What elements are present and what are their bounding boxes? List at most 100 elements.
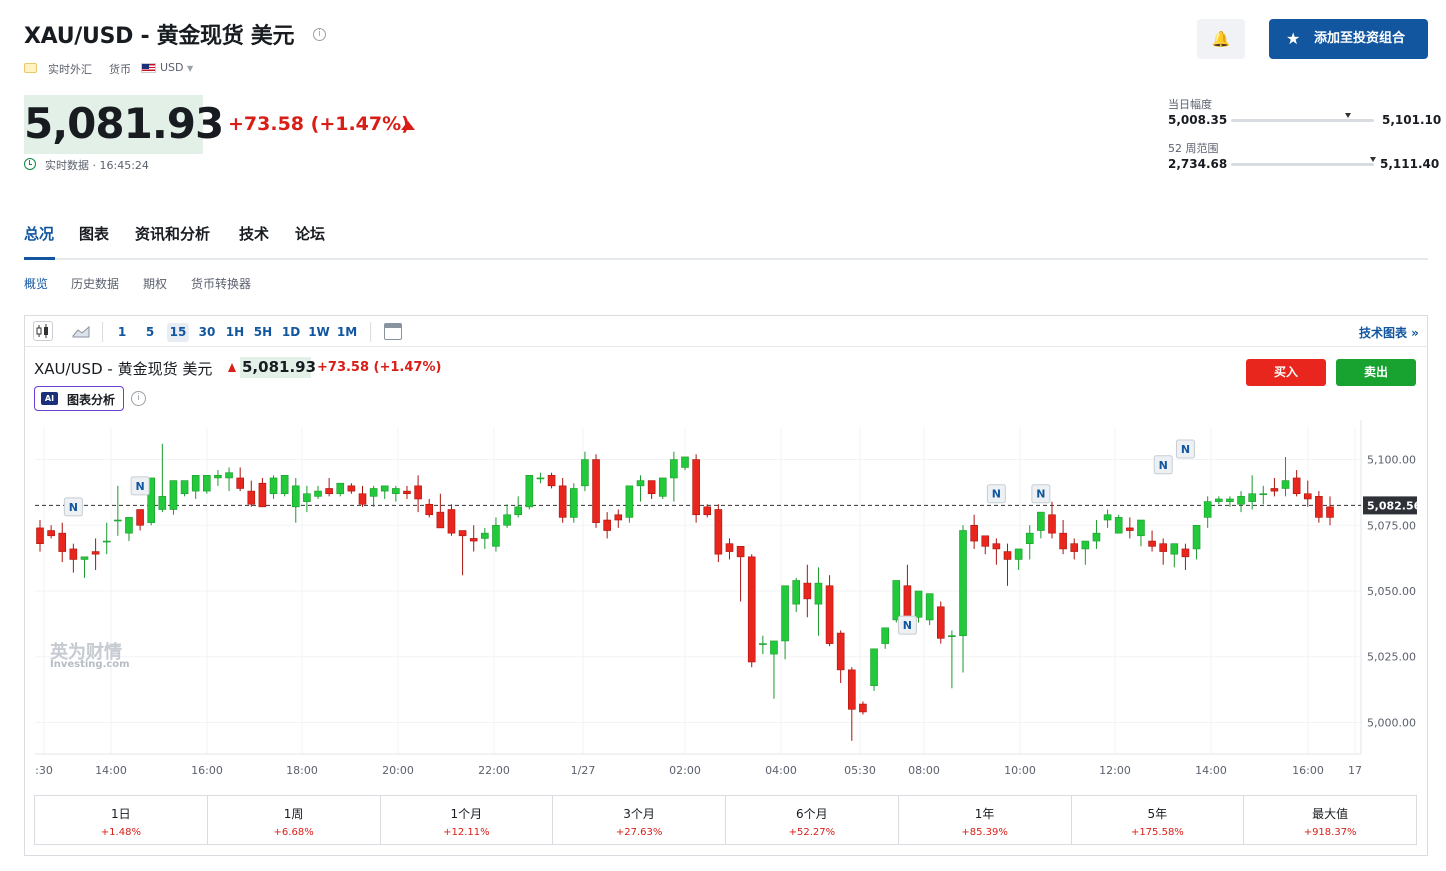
candle-body bbox=[825, 585, 834, 644]
candlestick-chart[interactable]: 5,100.00 5,075.00 5,050.00 5,025.00 5,000.00… bbox=[25, 420, 1425, 785]
performance-bar: 1日 +1.48% 1周 +6.68% 1个月 +12.11% 3个月 +27.63% 6个月 +… bbox=[34, 795, 1417, 845]
candle-body bbox=[1126, 527, 1134, 531]
performance-cell[interactable]: 1年 +85.39% bbox=[899, 796, 1072, 844]
arrow-up-icon bbox=[401, 121, 415, 130]
x-tick-label: 18:00 bbox=[286, 764, 318, 777]
candle-body bbox=[1159, 543, 1167, 552]
candle-body bbox=[981, 535, 990, 547]
performance-cell[interactable]: 3个月 +27.63% bbox=[553, 796, 726, 844]
y-tick-label: 5,050.00 bbox=[1367, 585, 1416, 598]
interval-30[interactable]: 30 bbox=[198, 325, 216, 339]
tab-overview[interactable]: 总况 bbox=[24, 225, 55, 243]
performance-cell[interactable]: 6个月 +52.27% bbox=[726, 796, 899, 844]
legend-price-highlight bbox=[240, 357, 311, 378]
tab-forum[interactable]: 论坛 bbox=[295, 225, 326, 243]
candle-body bbox=[569, 488, 578, 518]
performance-cell[interactable]: 最大值 +918.37% bbox=[1244, 796, 1416, 844]
candle-body bbox=[358, 493, 367, 505]
subtab-options[interactable]: 期权 bbox=[143, 277, 168, 291]
ai-chart-analysis-button[interactable] bbox=[34, 386, 124, 411]
candle-body bbox=[658, 477, 667, 497]
performance-period: 6个月 bbox=[796, 807, 828, 821]
technical-chart-link[interactable]: 技术图表 » bbox=[1359, 326, 1419, 340]
sell-button[interactable]: 卖出 bbox=[1336, 359, 1416, 386]
tab-news-analysis[interactable]: 资讯和分析 bbox=[135, 225, 211, 243]
interval-1h[interactable]: 1H bbox=[225, 325, 245, 339]
x-tick-label: 02:00 bbox=[669, 764, 701, 777]
x-tick-label: 16:00 bbox=[1292, 764, 1324, 777]
candle-body bbox=[280, 475, 289, 495]
chart-legend-price: 5,081.93 bbox=[242, 358, 317, 376]
candle-body bbox=[1148, 540, 1156, 547]
candlestick-icon bbox=[36, 324, 48, 338]
candle-body bbox=[536, 477, 545, 480]
interval-1m[interactable]: 1M bbox=[336, 325, 358, 339]
performance-cell[interactable]: 1个月 +12.11% bbox=[381, 796, 554, 844]
tab-chart[interactable]: 图表 bbox=[79, 225, 110, 243]
candle-body bbox=[814, 582, 823, 605]
info-icon[interactable]: i bbox=[313, 28, 326, 41]
watermark-en: Investing.com bbox=[50, 659, 130, 670]
news-marker[interactable]: N bbox=[897, 615, 917, 635]
news-marker[interactable]: N bbox=[1175, 439, 1195, 459]
alert-bell-button[interactable]: 🔔 bbox=[1197, 19, 1245, 59]
x-tick-label: :30 bbox=[35, 764, 53, 777]
x-tick-label: 17 bbox=[1348, 764, 1362, 777]
candle-body bbox=[1059, 532, 1067, 550]
candle-body bbox=[614, 514, 623, 521]
calendar-icon[interactable] bbox=[384, 323, 402, 340]
news-marker[interactable]: N bbox=[63, 497, 83, 517]
candle-body bbox=[770, 640, 778, 655]
chevron-down-icon: ▼ bbox=[187, 64, 194, 73]
chart-legend-change: +73.58 (+1.47%) bbox=[317, 360, 442, 375]
candle-body bbox=[692, 459, 700, 516]
current-price-label: 5,082.56 bbox=[1367, 499, 1422, 512]
buy-button[interactable]: 买入 bbox=[1246, 359, 1326, 386]
performance-period: 5年 bbox=[1147, 807, 1168, 821]
news-marker[interactable]: N bbox=[986, 484, 1006, 504]
interval-1w[interactable]: 1W bbox=[308, 325, 330, 339]
interval-1[interactable]: 1 bbox=[117, 325, 127, 339]
add-to-portfolio-button[interactable]: ★ 添加至投资组合 bbox=[1269, 19, 1428, 59]
interval-5[interactable]: 5 bbox=[145, 325, 155, 339]
candle-body bbox=[203, 475, 211, 492]
candle-body bbox=[414, 485, 422, 500]
news-marker-label: N bbox=[1159, 459, 1168, 472]
news-marker[interactable]: N bbox=[1031, 484, 1051, 504]
news-marker[interactable]: N bbox=[130, 476, 150, 496]
performance-cell[interactable]: 1周 +6.68% bbox=[208, 796, 381, 844]
candlestick-type-button[interactable] bbox=[33, 321, 53, 341]
news-marker-box bbox=[1031, 484, 1051, 504]
interval-15[interactable]: 15 bbox=[167, 323, 189, 342]
tab-technical[interactable]: 技术 bbox=[239, 225, 270, 243]
candle-body bbox=[191, 475, 200, 492]
candle-body bbox=[1014, 548, 1023, 560]
candle-body bbox=[714, 509, 723, 555]
candle-body bbox=[903, 585, 912, 618]
candle-body bbox=[169, 480, 178, 510]
performance-cell[interactable]: 1日 +1.48% bbox=[35, 796, 208, 844]
performance-cell[interactable]: 5年 +175.58% bbox=[1072, 796, 1245, 844]
candle-body bbox=[336, 482, 345, 495]
currency-selector[interactable]: USD ▼ bbox=[160, 61, 193, 74]
add-to-portfolio-label: 添加至投资组合 bbox=[1314, 31, 1406, 46]
candle-body bbox=[914, 590, 923, 618]
subtab-converter[interactable]: 货币转换器 bbox=[191, 277, 252, 291]
subtab-summary[interactable]: 概览 bbox=[24, 277, 49, 291]
candle-body bbox=[959, 530, 967, 636]
x-tick-label: 05:30 bbox=[844, 764, 876, 777]
area-chart-icon bbox=[72, 325, 90, 338]
news-marker[interactable]: N bbox=[1153, 455, 1173, 475]
interval-5h[interactable]: 5H bbox=[253, 325, 273, 339]
candle-body bbox=[1070, 543, 1079, 552]
candle-body bbox=[492, 524, 500, 547]
candle-body bbox=[1137, 519, 1145, 537]
subtab-history[interactable]: 历史数据 bbox=[71, 277, 120, 291]
area-type-button[interactable] bbox=[71, 322, 91, 340]
info-icon[interactable]: i bbox=[131, 391, 146, 406]
candle-body bbox=[747, 556, 756, 663]
candle-body bbox=[925, 593, 934, 621]
performance-period: 1日 bbox=[111, 807, 131, 821]
interval-1d[interactable]: 1D bbox=[281, 325, 301, 339]
week52-range-marker bbox=[1369, 157, 1376, 162]
